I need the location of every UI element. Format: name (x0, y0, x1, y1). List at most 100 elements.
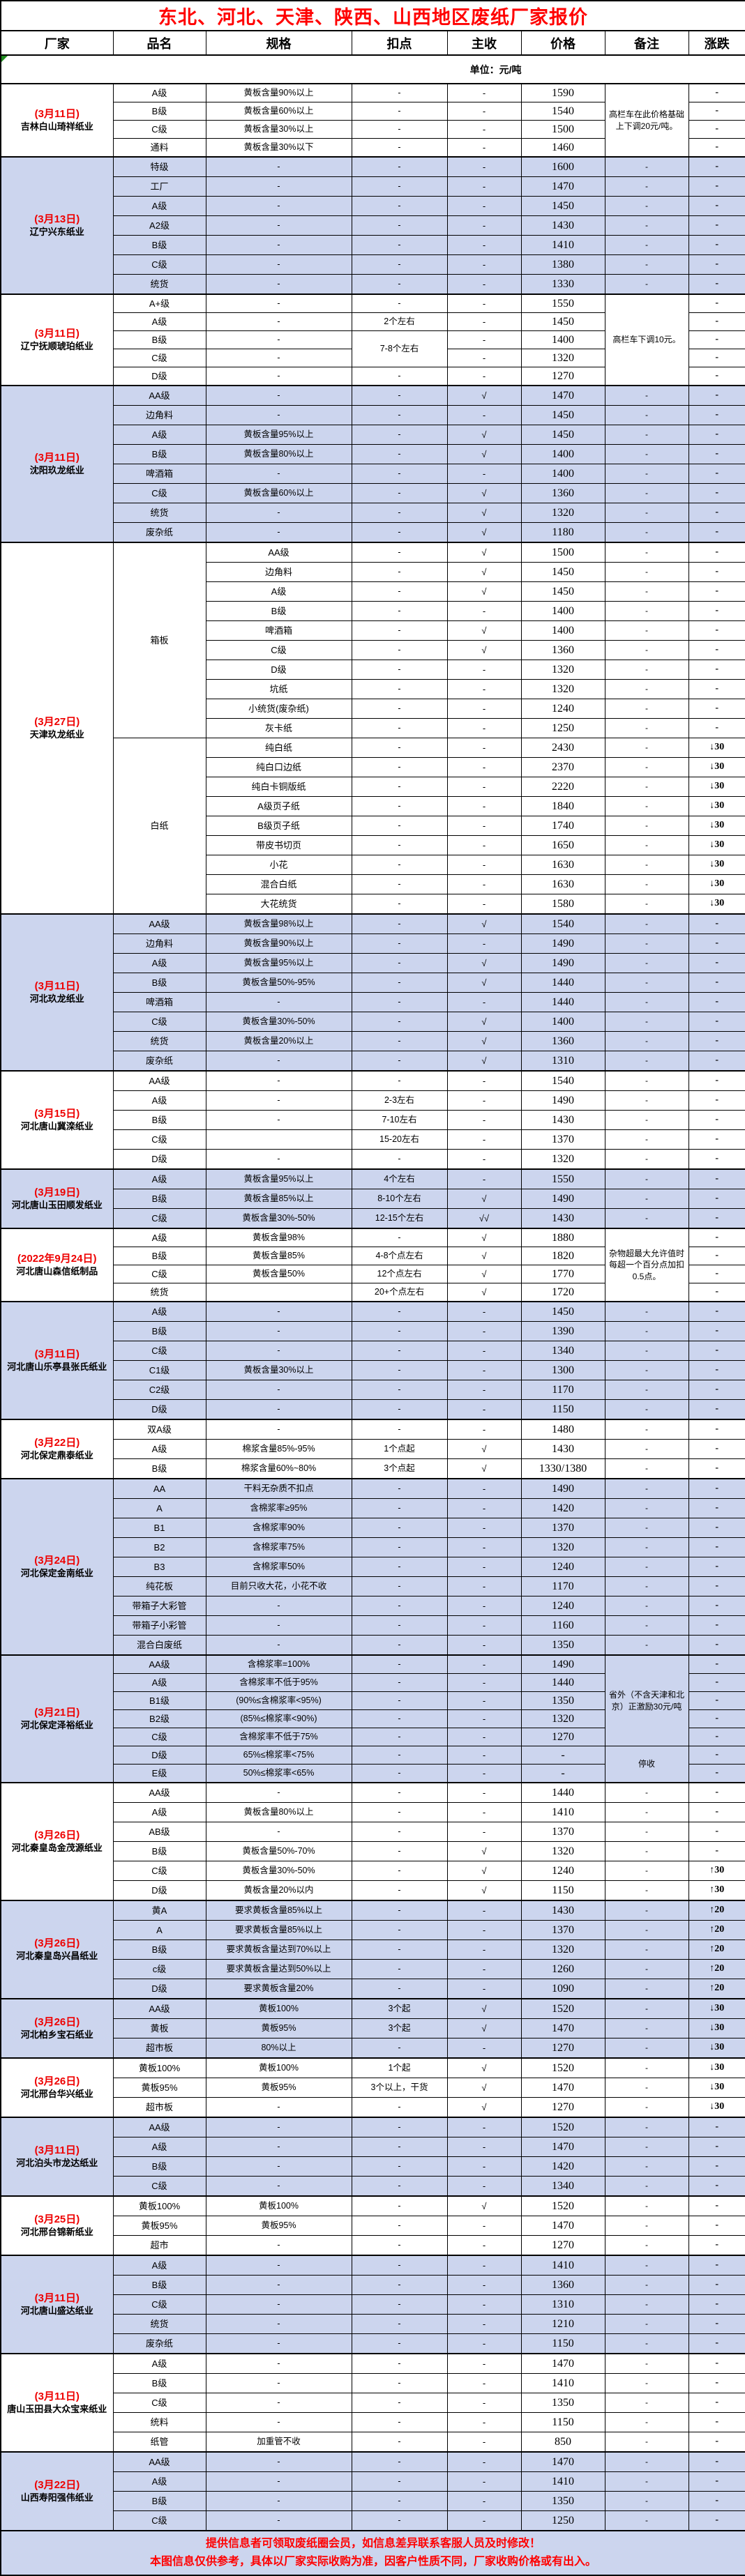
cell-spec: 黄板含量30%以上 (205, 120, 352, 139)
table-row: C2级 - - -1170- - (1, 1380, 745, 1400)
cell-price: 1320 (520, 1537, 605, 1557)
cell-deduction: - (351, 992, 448, 1012)
cell-deduction: - (351, 1635, 448, 1656)
cell-deduction: - (351, 816, 448, 836)
cell-main-recv: - (446, 2314, 522, 2334)
cell-price: 1430 (520, 1439, 605, 1459)
table-row: C级 - - -1380- - (1, 254, 745, 275)
cell-main-recv: √ (446, 2057, 522, 2078)
factory-name: 辽宁兴东纸业 (29, 226, 84, 237)
cell-note: - (604, 2176, 689, 2197)
cell-main-recv: - (446, 2412, 522, 2432)
cell-note: - (604, 1979, 689, 1999)
cell-price: 1350 (520, 2393, 605, 2413)
factory-name: 唐山玉田县大众宝来纸业 (7, 2403, 107, 2414)
cell-note: 高栏车下调10元。 (604, 294, 689, 386)
cell-main-recv: - (446, 1673, 522, 1692)
report-date: (3月19日) (34, 1187, 80, 1199)
cell-product: 黄A (112, 1900, 206, 1921)
cell-product: C级 (112, 349, 206, 367)
cell-change: - (688, 483, 745, 503)
cell-note: - (604, 601, 689, 621)
table-row: A级 黄板含量80%以上 - -1410- - (1, 1802, 745, 1822)
table-row: C级 黄板含量60%以上 - √ 1360- - (1, 483, 745, 503)
cell-product: 大花统货 (205, 894, 352, 915)
cell-product: C级 (112, 2510, 206, 2531)
cell-change: - (688, 1439, 745, 1459)
cell-price: 1450 (520, 196, 605, 216)
cell-change: ↑20 (688, 1959, 745, 1979)
cell-change: ↓30 (688, 816, 745, 836)
cell-note: - (604, 973, 689, 993)
cell-price: 1360 (520, 1031, 605, 1051)
cell-deduction: - (351, 522, 448, 543)
cell-spec: 含棉浆率≥95% (205, 1498, 352, 1518)
factory-cell: (3月26日) 河北秦皇岛金茂源纸业 (0, 1782, 114, 1901)
cell-change: - (688, 102, 745, 121)
cell-spec: - (205, 215, 352, 236)
cell-price: 1470 (520, 2216, 605, 2236)
cell-change: ↓30 (688, 855, 745, 875)
cell-spec: 黄板含量30%以下 (205, 138, 352, 158)
cell-note: - (604, 1458, 689, 1479)
cell-deduction: 2个左右 (351, 312, 448, 331)
cell-deduction: - (351, 83, 448, 102)
cell-spec: - (205, 2235, 352, 2256)
cell-deduction: - (351, 156, 448, 177)
cell-price: 2220 (520, 777, 605, 797)
table-row: A级 - - -1470- - (1, 2137, 745, 2157)
cell-deduction: - (351, 1031, 448, 1051)
cell-price: 1370 (520, 1822, 605, 1842)
cell-deduction: - (351, 2195, 448, 2216)
cell-main-recv: - (446, 660, 522, 680)
cell-deduction: - (351, 2491, 448, 2511)
cell-deduction: - (351, 757, 448, 777)
cell-deduction: - (351, 464, 448, 484)
cell-main-recv: - (446, 1782, 522, 1803)
cell-change: - (688, 2491, 745, 2511)
cell-price: 1770 (520, 1265, 605, 1283)
cell-main-recv: - (446, 933, 522, 954)
cell-note: 高栏车在此价格基础上下调20元/吨。 (604, 83, 689, 158)
factory-name: 河北唐山盛达纸业 (20, 2305, 93, 2316)
cell-price: 1540 (520, 1070, 605, 1091)
factory-cell: (3月21日) 河北保定泽裕纸业 (0, 1654, 114, 1783)
table-row: B级页子纸 - -1740- ↓30 (1, 816, 745, 836)
cell-main-recv: - (446, 2176, 522, 2197)
cell-note: - (604, 2195, 689, 2216)
cell-change: - (688, 1090, 745, 1111)
cell-note: - (604, 385, 689, 406)
page-title: 东北、河北、天津、陕西、山西地区废纸厂家报价 (158, 7, 588, 28)
cell-change: - (688, 581, 745, 602)
cell-product: AA级 (205, 542, 352, 563)
cell-spec: 黄板含量50%-95% (205, 973, 352, 993)
cell-price: 1320 (520, 660, 605, 680)
cell-note: - (604, 1920, 689, 1940)
cell-product: 超市板 (112, 2038, 206, 2059)
cell-note: - (604, 2491, 689, 2511)
cell-change: - (688, 679, 745, 699)
cell-note: - (604, 894, 689, 915)
table-row: C级 黄板含量50% 12个点左右 √ 1770 - (1, 1265, 745, 1283)
cell-product: 小统货(废杂纸) (205, 699, 352, 719)
table-row: (3月25日) 河北邢台锦新纸业 黄板100% 黄板100% - √ 1520- - (0, 2195, 745, 2256)
table-row: A 要求黄板含量85%以上 - -1370- ↑20 (1, 1920, 745, 1940)
cell-product: B级页子纸 (205, 816, 352, 836)
cell-spec: 黄板含量20%以上 (205, 1031, 352, 1051)
factory-cell: (3月24日) 河北保定金南纸业 (0, 1478, 114, 1656)
cell-note: - (604, 1380, 689, 1400)
factory-group: (3月11日) 唐山玉田县大众宝来纸业 A级 - - -1470- - B级 - - -1410- -… (0, 2353, 745, 2453)
cell-note: - (604, 660, 689, 680)
cell-change: - (688, 1728, 745, 1746)
cell-product: 统货 (112, 2314, 206, 2334)
cell-price: 1590 (520, 83, 605, 102)
cell-spec: - (205, 522, 352, 543)
cell-spec: - (205, 1321, 352, 1341)
table-row: B级 黄板含量50%-70% - √ 1320- - (1, 1841, 745, 1861)
cell-note: - (604, 738, 689, 758)
cell-deduction: - (351, 1228, 448, 1247)
table-row: A级 - - -1450- - (1, 196, 745, 216)
cell-change: - (688, 953, 745, 973)
cell-price: 1350 (520, 2491, 605, 2511)
cell-main-recv: √ (446, 425, 522, 445)
